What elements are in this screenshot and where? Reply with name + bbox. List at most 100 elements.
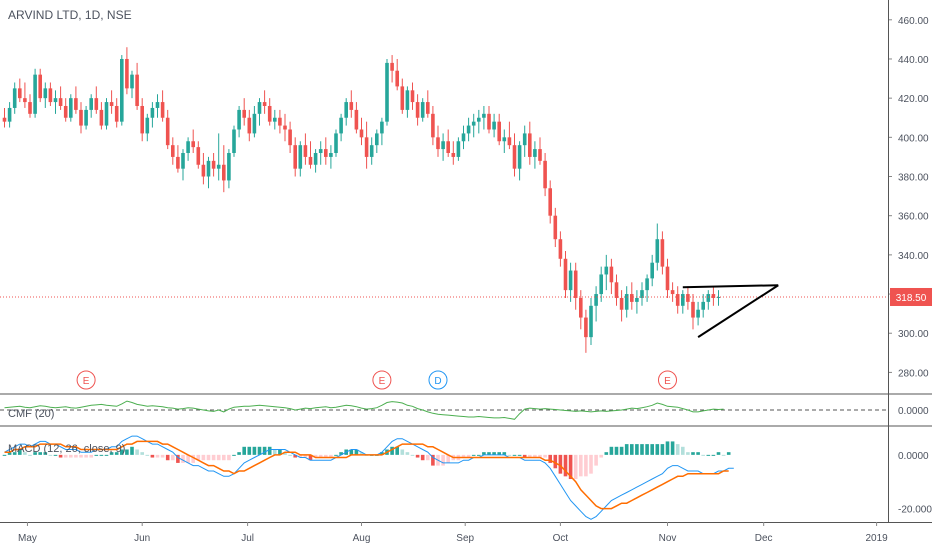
candle[interactable] — [140, 98, 144, 142]
candle[interactable] — [186, 137, 190, 161]
candle[interactable] — [318, 141, 323, 165]
candle-body[interactable] — [665, 266, 670, 291]
candle-body[interactable] — [420, 102, 425, 118]
candle[interactable] — [308, 141, 313, 169]
candle-body[interactable] — [2, 117, 7, 122]
candle-body[interactable] — [369, 145, 374, 157]
candle[interactable] — [7, 102, 12, 128]
candle-body[interactable] — [89, 98, 93, 110]
candle-body[interactable] — [630, 294, 634, 302]
candle[interactable] — [624, 286, 629, 318]
candle-body[interactable] — [160, 102, 165, 118]
candle[interactable] — [650, 254, 654, 287]
candle[interactable] — [94, 86, 99, 114]
candle-body[interactable] — [196, 147, 201, 165]
candle[interactable] — [288, 121, 292, 154]
candle-body[interactable] — [23, 98, 27, 103]
dividend-marker[interactable]: D — [428, 370, 448, 390]
candle-body[interactable] — [614, 282, 619, 298]
candle[interactable] — [324, 137, 328, 165]
candle[interactable] — [176, 145, 180, 173]
candle-body[interactable] — [492, 121, 496, 130]
macd-pane[interactable] — [2, 435, 734, 520]
candle-body[interactable] — [120, 58, 124, 122]
candle-body[interactable] — [635, 297, 639, 302]
candle[interactable] — [201, 153, 206, 185]
candle-body[interactable] — [63, 105, 68, 118]
candle-body[interactable] — [201, 164, 206, 177]
candle-body[interactable] — [38, 74, 42, 99]
candle-body[interactable] — [303, 145, 308, 157]
candle[interactable] — [145, 113, 150, 142]
candle[interactable] — [543, 153, 547, 197]
candle[interactable] — [344, 98, 348, 126]
candle[interactable] — [716, 290, 721, 306]
candle-body[interactable] — [609, 266, 614, 283]
candle[interactable] — [670, 282, 675, 302]
candle[interactable] — [594, 286, 598, 322]
candle[interactable] — [640, 282, 644, 306]
candle-body[interactable] — [252, 113, 257, 134]
candle[interactable] — [405, 86, 410, 118]
candle[interactable] — [257, 98, 262, 126]
candle[interactable] — [471, 113, 476, 138]
cmf-pane[interactable] — [0, 400, 888, 420]
candle[interactable] — [283, 113, 287, 142]
candle[interactable] — [130, 70, 134, 99]
candle-body[interactable] — [686, 294, 690, 302]
candle-body[interactable] — [278, 117, 282, 126]
earnings-marker[interactable]: E — [372, 370, 392, 390]
candle[interactable] — [451, 141, 456, 165]
candle-body[interactable] — [349, 102, 354, 110]
candle[interactable] — [410, 82, 415, 110]
candle-body[interactable] — [640, 290, 644, 298]
candle[interactable] — [385, 58, 389, 126]
candle[interactable] — [609, 258, 614, 295]
candle[interactable] — [104, 98, 109, 130]
candle[interactable] — [206, 156, 211, 189]
candle[interactable] — [369, 137, 374, 165]
candle[interactable] — [426, 90, 430, 118]
candle-body[interactable] — [380, 121, 384, 134]
candle[interactable] — [150, 102, 155, 128]
candle-body[interactable] — [466, 125, 471, 134]
candle[interactable] — [63, 98, 68, 122]
candle[interactable] — [507, 121, 512, 150]
candle[interactable] — [711, 286, 716, 306]
candle[interactable] — [12, 82, 17, 114]
candle-body[interactable] — [619, 297, 624, 310]
candle[interactable] — [293, 137, 297, 177]
candle[interactable] — [349, 90, 354, 118]
candle-body[interactable] — [594, 294, 598, 306]
candle-body[interactable] — [69, 98, 73, 118]
candle-body[interactable] — [288, 129, 292, 146]
candle-body[interactable] — [604, 266, 609, 275]
candle-body[interactable] — [441, 141, 445, 150]
candle[interactable] — [614, 274, 619, 306]
candle[interactable] — [538, 137, 542, 165]
candle-body[interactable] — [262, 102, 267, 106]
candle[interactable] — [645, 274, 649, 302]
candle[interactable] — [99, 102, 104, 130]
candle[interactable] — [242, 98, 246, 126]
candle[interactable] — [390, 55, 394, 83]
candle[interactable] — [706, 290, 711, 310]
candle[interactable] — [461, 125, 466, 150]
candle-body[interactable] — [84, 109, 88, 126]
candle-body[interactable] — [222, 164, 226, 181]
candle-body[interactable] — [584, 317, 588, 338]
candle-body[interactable] — [114, 105, 119, 122]
candle[interactable] — [584, 309, 588, 353]
candle[interactable] — [135, 62, 139, 110]
candle-body[interactable] — [94, 98, 99, 110]
candle[interactable] — [502, 129, 507, 154]
candle[interactable] — [441, 133, 445, 161]
candle[interactable] — [227, 149, 231, 189]
candle[interactable] — [69, 94, 73, 122]
candle-body[interactable] — [125, 58, 129, 89]
candle[interactable] — [380, 117, 384, 146]
candle-body[interactable] — [150, 107, 155, 118]
candle-body[interactable] — [660, 239, 665, 267]
candle-body[interactable] — [482, 113, 486, 118]
candle[interactable] — [681, 290, 685, 314]
